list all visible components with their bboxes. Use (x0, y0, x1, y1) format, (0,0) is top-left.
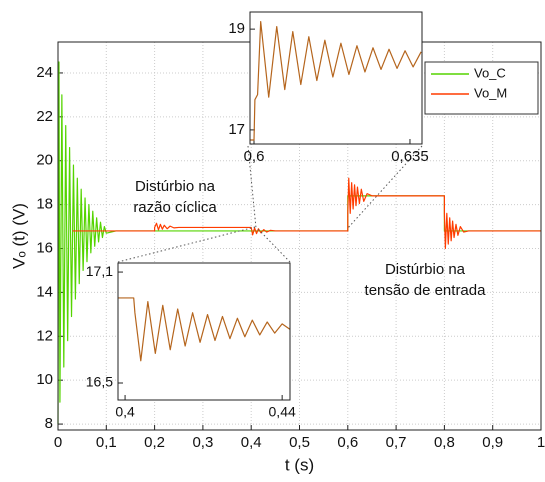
x-tick-label: 1 (537, 434, 545, 451)
y-tick-label: 14 (36, 283, 53, 300)
x-tick-label: 0,635 (391, 148, 429, 165)
connectors (117, 145, 423, 263)
x-tick-label: 0,2 (144, 434, 165, 451)
inset-bottom: 0,4 0,44 16,5 17,1 (86, 262, 296, 420)
y-axis-label: Vₒ (t) (V) (9, 203, 28, 269)
legend: Vo_C Vo_M (424, 61, 539, 115)
plot-area (250, 12, 422, 144)
y-tick-label: 24 (36, 64, 53, 81)
y-tick-label: 16,5 (86, 374, 113, 390)
data-line (72, 177, 541, 250)
x-tick-label: 0,6 (244, 148, 265, 165)
data-line (118, 297, 291, 362)
x-tick-label: 0,44 (269, 404, 296, 420)
x-tick-label: 0,5 (289, 434, 310, 451)
x-tick-label: 0,4 (115, 404, 135, 420)
x-tick-label: 0,7 (386, 434, 407, 451)
y-tick-label: 10 (36, 371, 53, 388)
legend-label: Vo_C (474, 65, 506, 80)
plot-frame (117, 262, 291, 401)
x-tick-label: 0,3 (192, 434, 213, 451)
x-tick-label: 0,4 (241, 434, 262, 451)
y-tick-label: 12 (36, 327, 53, 344)
x-tick-label: 0,6 (337, 434, 358, 451)
y-tick-label: 20 (36, 152, 53, 169)
x-tick-label: 0 (54, 434, 62, 451)
y-tick-label: 18 (36, 196, 53, 213)
y-tick-label: 17,1 (86, 263, 113, 279)
connector (346, 145, 423, 230)
y-tick-label: 22 (36, 108, 53, 125)
data-line (250, 20, 422, 141)
connector (247, 145, 257, 229)
annotation: Distúrbio na (385, 261, 466, 278)
y-tick-label: 17 (228, 121, 245, 138)
y-tick-label: 8 (45, 415, 53, 432)
x-tick-label: 0,1 (96, 434, 117, 451)
x-tick-label: 0,9 (482, 434, 503, 451)
y-tick-label: 19 (228, 20, 245, 37)
annotation: tensão de entrada (365, 282, 487, 299)
annotation: Distúrbio na (135, 178, 216, 195)
plot-frame (249, 11, 423, 145)
legend-box (424, 61, 539, 115)
data-line (57, 61, 541, 425)
y-tick-label: 16 (36, 239, 53, 256)
x-tick-label: 0,8 (434, 434, 455, 451)
x-axis-label: t (s) (285, 455, 314, 474)
annotation: razão cíclica (133, 199, 217, 216)
legend-label: Vo_M (474, 85, 507, 100)
inset-top: 0,6 0,635 17 19 (228, 11, 429, 165)
